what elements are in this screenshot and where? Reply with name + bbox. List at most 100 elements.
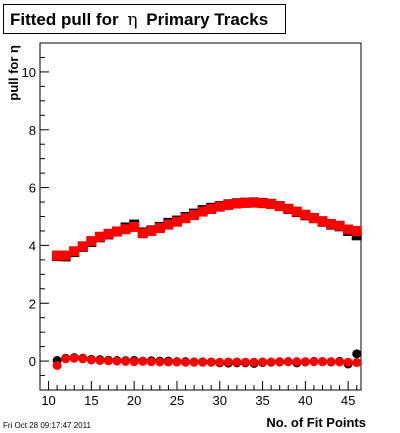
circle-marker bbox=[352, 358, 362, 368]
square-marker bbox=[77, 241, 88, 252]
square-marker bbox=[351, 225, 362, 236]
circle-marker bbox=[52, 360, 62, 370]
circle-marker bbox=[146, 357, 156, 367]
circle-marker bbox=[292, 357, 302, 367]
circle-marker bbox=[78, 354, 88, 364]
circle-marker bbox=[189, 357, 199, 367]
y-tick-label: 6 bbox=[29, 181, 36, 196]
square-marker bbox=[240, 197, 251, 208]
circle-marker bbox=[249, 357, 259, 367]
circle-marker bbox=[309, 357, 319, 367]
circle-marker bbox=[317, 357, 327, 367]
circle-marker bbox=[181, 357, 191, 367]
x-tick-label: 25 bbox=[170, 393, 184, 408]
circle-marker bbox=[69, 353, 79, 363]
circle-marker bbox=[335, 357, 345, 367]
square-marker bbox=[223, 199, 234, 210]
square-marker bbox=[300, 209, 311, 220]
circle-marker bbox=[103, 356, 113, 366]
y-tick-label: 0 bbox=[29, 354, 36, 369]
square-marker bbox=[103, 228, 114, 239]
circle-marker bbox=[258, 357, 268, 367]
square-marker bbox=[283, 203, 294, 214]
circle-marker bbox=[206, 357, 216, 367]
circle-marker bbox=[215, 357, 225, 367]
chart-title: Fitted pull for η Primary Tracks bbox=[10, 10, 268, 30]
square-marker bbox=[112, 226, 123, 237]
square-marker bbox=[163, 219, 174, 230]
circle-marker bbox=[300, 357, 310, 367]
data-series bbox=[52, 197, 362, 370]
circle-marker bbox=[155, 357, 165, 367]
square-marker bbox=[326, 219, 337, 230]
circle-marker bbox=[266, 357, 276, 367]
title-prefix: Fitted pull for bbox=[10, 10, 119, 29]
square-marker bbox=[317, 216, 328, 227]
x-axis-label: No. of Fit Points bbox=[266, 415, 366, 430]
circle-marker bbox=[61, 354, 71, 364]
circle-marker bbox=[86, 355, 96, 365]
square-marker bbox=[94, 231, 105, 242]
circle-marker bbox=[240, 357, 250, 367]
circle-marker bbox=[343, 357, 353, 367]
axes: 10 15 20 25 30 35 40 45 0 2 4 6 8 10 bbox=[22, 42, 358, 408]
circle-marker bbox=[326, 357, 336, 367]
circle-marker bbox=[283, 357, 293, 367]
square-marker bbox=[180, 213, 191, 224]
square-marker bbox=[206, 203, 217, 214]
series-3 bbox=[52, 353, 362, 370]
square-marker bbox=[146, 225, 157, 236]
timestamp: Fri Oct 28 09:17:47 2011 bbox=[3, 421, 91, 430]
x-tick-label: 20 bbox=[127, 393, 141, 408]
x-tick-label: 45 bbox=[341, 393, 355, 408]
circle-marker bbox=[232, 357, 242, 367]
square-marker bbox=[60, 250, 71, 261]
square-marker bbox=[154, 223, 165, 234]
square-marker bbox=[343, 224, 354, 235]
circle-marker bbox=[163, 357, 173, 367]
circle-marker bbox=[352, 349, 362, 359]
circle-marker bbox=[112, 356, 122, 366]
square-marker bbox=[197, 206, 208, 217]
circle-marker bbox=[198, 357, 208, 367]
circle-marker bbox=[129, 357, 139, 367]
x-tick-label: 10 bbox=[41, 393, 55, 408]
square-marker bbox=[86, 236, 97, 247]
square-marker bbox=[120, 224, 131, 235]
circle-marker bbox=[275, 357, 285, 367]
circle-marker bbox=[138, 356, 148, 366]
square-marker bbox=[171, 216, 182, 227]
circle-marker bbox=[121, 356, 131, 366]
square-marker bbox=[334, 220, 345, 231]
series-1 bbox=[52, 197, 362, 261]
y-axis-label: pull for η bbox=[6, 45, 21, 101]
title-eta-symbol: η bbox=[127, 10, 138, 30]
y-tick-label: 10 bbox=[22, 65, 36, 80]
square-marker bbox=[274, 201, 285, 212]
square-marker bbox=[189, 210, 200, 221]
square-marker bbox=[137, 228, 148, 239]
square-marker bbox=[214, 201, 225, 212]
x-tick-label: 15 bbox=[84, 393, 98, 408]
square-marker bbox=[249, 197, 259, 208]
square-marker bbox=[52, 250, 63, 261]
circle-marker bbox=[172, 357, 182, 367]
title-box: Fitted pull for η Primary Tracks bbox=[3, 4, 286, 34]
title-suffix: Primary Tracks bbox=[146, 10, 269, 29]
y-tick-label: 4 bbox=[29, 238, 36, 253]
square-marker bbox=[291, 206, 302, 217]
square-marker bbox=[266, 199, 277, 210]
square-marker bbox=[129, 221, 140, 232]
x-tick-label: 30 bbox=[213, 393, 227, 408]
square-marker bbox=[308, 212, 319, 223]
circle-marker bbox=[95, 356, 105, 366]
square-marker bbox=[69, 246, 80, 257]
x-tick-label: 35 bbox=[255, 393, 269, 408]
square-marker bbox=[257, 198, 268, 209]
circle-marker bbox=[223, 357, 233, 367]
x-tick-label: 40 bbox=[298, 393, 312, 408]
square-marker bbox=[231, 198, 242, 209]
y-tick-label: 8 bbox=[29, 123, 36, 138]
y-tick-label: 2 bbox=[29, 296, 36, 311]
